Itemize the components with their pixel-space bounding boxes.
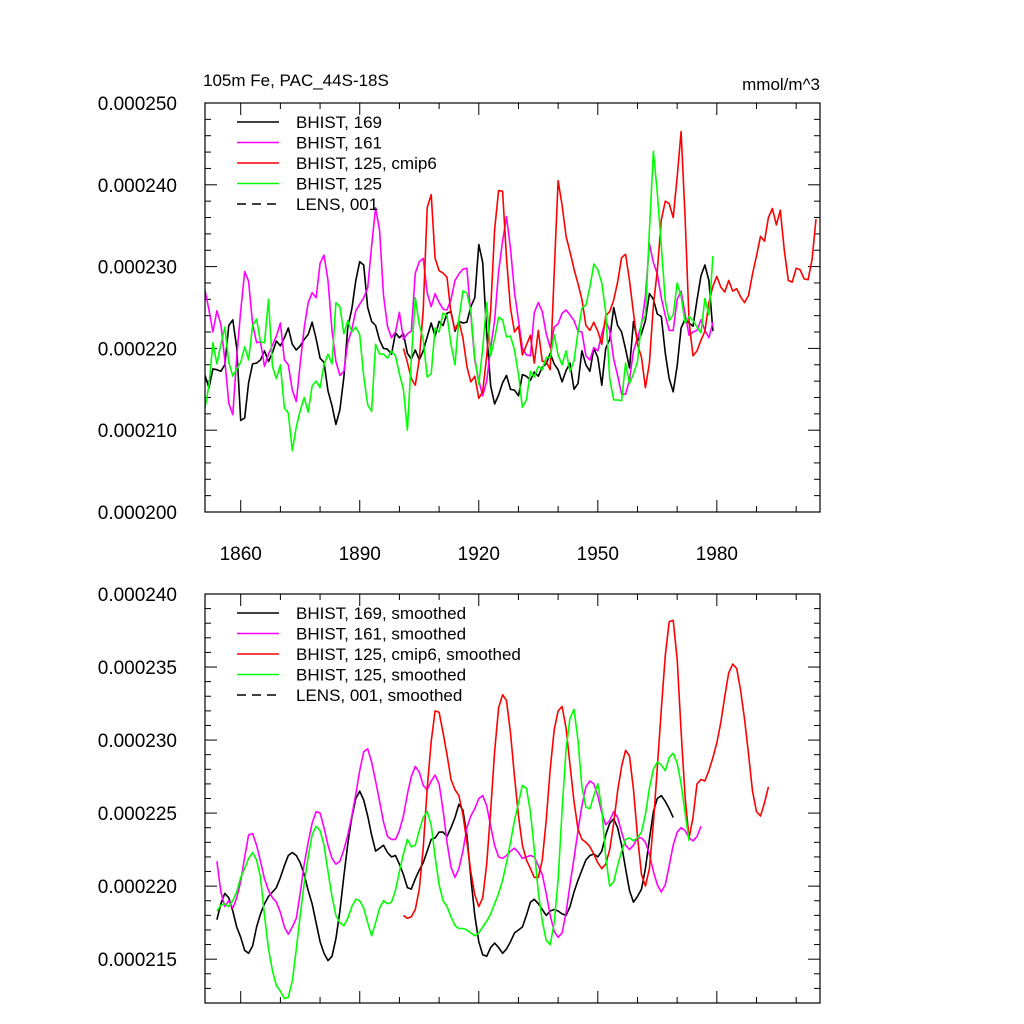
panel-bottom-ytick-label: 0.000230 (98, 731, 177, 752)
panel-bottom-legend: BHIST, 169, smoothed BHIST, 161, smoothed… (237, 604, 521, 705)
panel-top-ytick-label: 0.000210 (98, 421, 177, 442)
panel-top-ytick-label: 0.000230 (98, 258, 177, 279)
series-line-bhist-161 (205, 206, 714, 416)
panel-bottom-ytick-label: 0.000240 (98, 585, 177, 606)
series-line-bhist-125-cmip6 (402, 130, 817, 400)
panel-top-ytick-label: 0.000200 (98, 503, 177, 524)
legend-label-bhist-125-smoothed: BHIST, 125, smoothed (296, 666, 466, 685)
panel-top-xtick-label: 1920 (458, 544, 500, 565)
panel-top-ytick-label: 0.000220 (98, 339, 177, 360)
panel-bottom-ytick-label: 0.000220 (98, 877, 177, 898)
legend-label-bhist-161-smoothed: BHIST, 161, smoothed (296, 625, 466, 644)
panel-top-xtick-label: 1980 (696, 544, 738, 565)
panel-bottom-frame (204, 593, 821, 1004)
panel-bottom-ytick-label: 0.000235 (98, 658, 177, 679)
panel-top-series (205, 130, 817, 452)
panel-bottom: 0.000215 0.000220 0.000225 0.000230 0.000235… (98, 585, 821, 1004)
legend-label-bhist-125-cmip6-smoothed: BHIST, 125, cmip6, smoothed (296, 645, 521, 664)
panel-top-ytick-label: 0.000240 (98, 176, 177, 197)
panel-top-ticks: 0.000200 0.000210 0.000220 0.000230 0.000240… (98, 94, 820, 565)
legend-label-bhist-169-smoothed: BHIST, 169, smoothed (296, 604, 466, 623)
series-line-bhist-125-cmip6-smoothed (402, 619, 770, 920)
series-line-bhist-161-smoothed (216, 747, 702, 939)
panel-top: 105m Fe, PAC_44S-18S mmol/m^3 0.0002000.… (98, 71, 821, 565)
panel-top-ytick-label: 0.000250 (98, 94, 177, 115)
legend-label-bhist-125-cmip6: BHIST, 125, cmip6 (296, 154, 437, 173)
panel-top-xtick-label: 1860 (220, 544, 262, 565)
panel-top-xtick-label: 1950 (577, 544, 619, 565)
panel-top-title: 105m Fe, PAC_44S-18S (203, 71, 389, 90)
panel-bottom-ytick-label: 0.000215 (98, 950, 177, 971)
legend-label-bhist-169: BHIST, 169 (296, 113, 382, 132)
series-line-bhist-125 (205, 150, 714, 452)
series-line-bhist-169-smoothed (216, 790, 674, 962)
legend-label-bhist-125: BHIST, 125 (296, 175, 382, 194)
series-line-bhist-125-smoothed (216, 708, 690, 1000)
panel-top-units: mmol/m^3 (742, 75, 820, 94)
panel-top-xtick-label: 1890 (339, 544, 381, 565)
legend-label-lens-001: LENS, 001 (296, 195, 378, 214)
panel-bottom-ticks: 0.000215 0.000220 0.000225 0.000230 0.000235… (98, 585, 820, 1004)
panel-bottom-series (216, 619, 770, 1000)
legend-label-bhist-161: BHIST, 161 (296, 134, 382, 153)
legend-label-lens-001-smoothed: LENS, 001, smoothed (296, 686, 462, 705)
panel-top-frame (204, 102, 821, 513)
panel-bottom-ytick-label: 0.000225 (98, 804, 177, 825)
